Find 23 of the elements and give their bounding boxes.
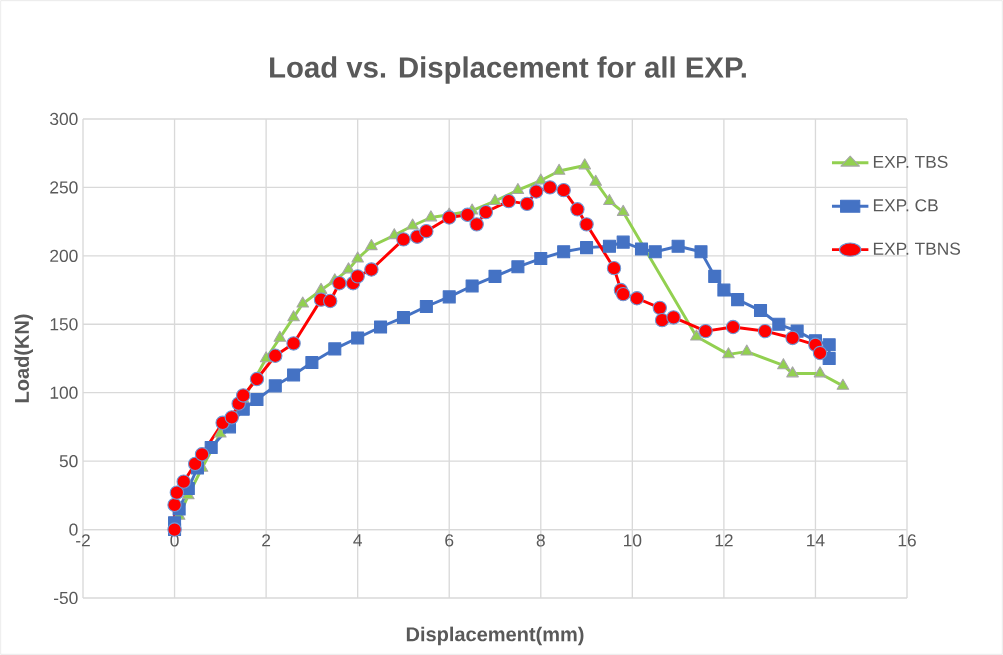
y-tick-label: 50 bbox=[59, 454, 78, 468]
legend-label: EXP. CB bbox=[873, 199, 938, 212]
x-tick-label: 10 bbox=[624, 534, 642, 547]
x-tick-label: 14 bbox=[807, 534, 825, 547]
y-tick-label: 150 bbox=[50, 318, 78, 331]
x-tick-label: -2 bbox=[76, 534, 90, 547]
x-tick-label: 6 bbox=[445, 534, 454, 547]
x-tick-label: 8 bbox=[536, 534, 545, 547]
legend-label: EXP. TBS bbox=[873, 155, 948, 168]
x-tick-label: 16 bbox=[898, 534, 916, 547]
chart-title: Load vs. Displacement for all EXP. bbox=[270, 56, 746, 84]
x-tick-label: 2 bbox=[262, 534, 271, 547]
x-tick-label: 12 bbox=[715, 534, 733, 547]
legend-label: EXP. TBNS bbox=[873, 242, 961, 255]
y-tick-label: 300 bbox=[50, 112, 78, 126]
y-tick-label: 250 bbox=[50, 181, 78, 194]
x-tick-label: 4 bbox=[353, 534, 362, 547]
y-tick-label: 200 bbox=[50, 249, 78, 262]
y-tick-label: 100 bbox=[50, 386, 78, 399]
x-axis-title: Displacement(mm) bbox=[406, 626, 584, 646]
y-axis-title: Load(KN) bbox=[14, 314, 33, 403]
y-tick-label: 0 bbox=[69, 523, 78, 536]
y-tick-label: -50 bbox=[54, 591, 78, 605]
